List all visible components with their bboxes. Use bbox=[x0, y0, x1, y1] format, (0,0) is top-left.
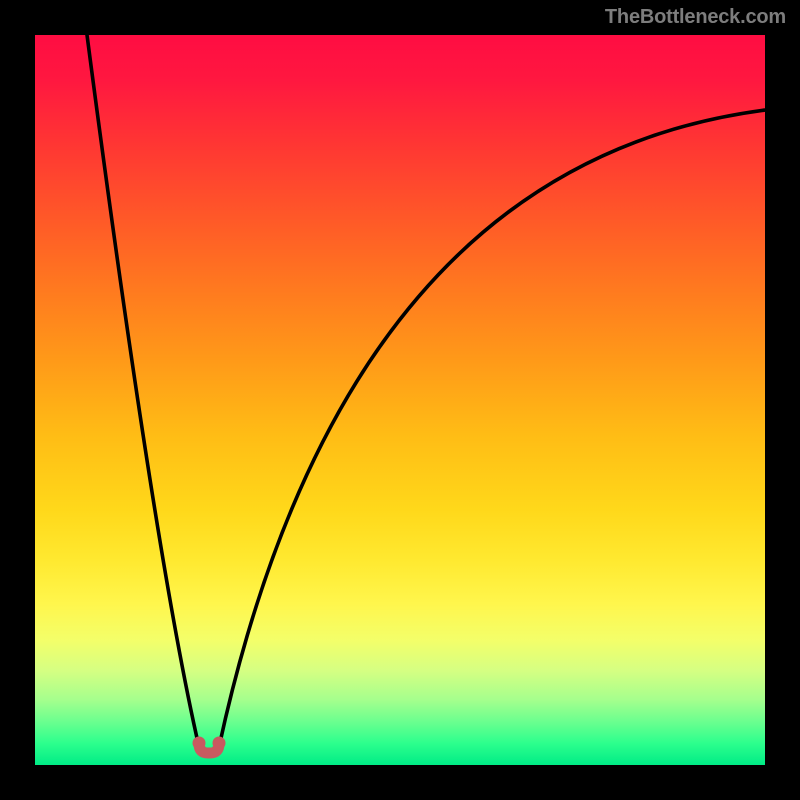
bottleneck-curve-overlay bbox=[35, 35, 765, 765]
chart-frame bbox=[35, 35, 765, 765]
watermark-text: TheBottleneck.com bbox=[605, 6, 786, 29]
